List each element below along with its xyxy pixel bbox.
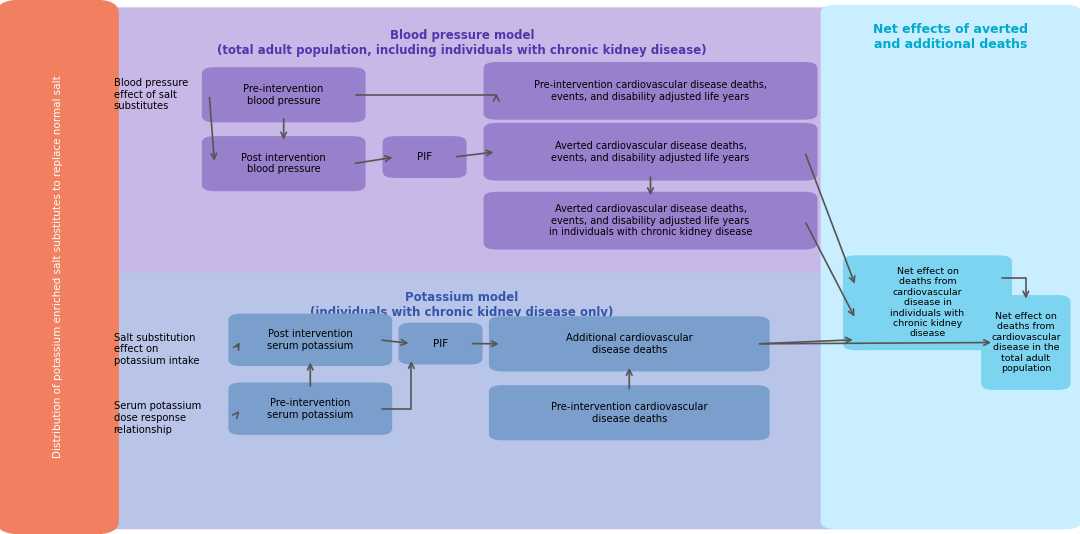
FancyBboxPatch shape bbox=[484, 192, 818, 249]
Text: Serum potassium
dose response
relationship: Serum potassium dose response relationsh… bbox=[113, 402, 201, 435]
FancyBboxPatch shape bbox=[484, 123, 818, 180]
Text: Pre-intervention cardiovascular
disease deaths: Pre-intervention cardiovascular disease … bbox=[551, 402, 707, 423]
FancyBboxPatch shape bbox=[489, 385, 770, 440]
Text: Blood pressure model
(total adult population, including individuals with chronic: Blood pressure model (total adult popula… bbox=[217, 28, 706, 57]
Text: Net effects of averted
and additional deaths: Net effects of averted and additional de… bbox=[874, 23, 1028, 51]
FancyBboxPatch shape bbox=[0, 0, 119, 534]
FancyBboxPatch shape bbox=[202, 136, 365, 191]
FancyBboxPatch shape bbox=[843, 255, 1012, 350]
FancyBboxPatch shape bbox=[228, 382, 392, 435]
FancyBboxPatch shape bbox=[202, 67, 365, 122]
FancyBboxPatch shape bbox=[399, 323, 483, 365]
FancyBboxPatch shape bbox=[228, 313, 392, 366]
Text: Distribution of potassium enriched salt substitutes to replace normal salt: Distribution of potassium enriched salt … bbox=[53, 76, 63, 458]
FancyBboxPatch shape bbox=[77, 272, 847, 529]
FancyBboxPatch shape bbox=[382, 136, 467, 178]
Text: Pre-intervention
serum potassium: Pre-intervention serum potassium bbox=[267, 398, 353, 420]
FancyBboxPatch shape bbox=[484, 62, 818, 120]
Text: PIF: PIF bbox=[417, 152, 432, 162]
Text: Potassium model
(individuals with chronic kidney disease only): Potassium model (individuals with chroni… bbox=[310, 291, 613, 319]
Text: Additional cardiovascular
disease deaths: Additional cardiovascular disease deaths bbox=[566, 333, 692, 355]
FancyBboxPatch shape bbox=[982, 295, 1070, 390]
Text: Post intervention
serum potassium: Post intervention serum potassium bbox=[267, 329, 353, 351]
Text: Net effect on
deaths from
cardiovascular
disease in the
total adult
population: Net effect on deaths from cardiovascular… bbox=[991, 312, 1061, 373]
FancyBboxPatch shape bbox=[489, 316, 770, 371]
Text: PIF: PIF bbox=[433, 339, 448, 349]
Text: Averted cardiovascular disease deaths,
events, and disability adjusted life year: Averted cardiovascular disease deaths, e… bbox=[549, 204, 752, 237]
Text: Pre-intervention
blood pressure: Pre-intervention blood pressure bbox=[243, 84, 324, 106]
Text: Salt substitution
effect on
potassium intake: Salt substitution effect on potassium in… bbox=[113, 333, 199, 366]
Text: Averted cardiovascular disease deaths,
events, and disability adjusted life year: Averted cardiovascular disease deaths, e… bbox=[552, 141, 750, 162]
Text: Net effect on
deaths from
cardiovascular
disease in
individuals with
chronic kid: Net effect on deaths from cardiovascular… bbox=[890, 267, 964, 339]
FancyBboxPatch shape bbox=[821, 5, 1080, 529]
Text: Pre-intervention cardiovascular disease deaths,
events, and disability adjusted : Pre-intervention cardiovascular disease … bbox=[534, 80, 767, 101]
FancyBboxPatch shape bbox=[77, 7, 847, 275]
Text: Blood pressure
effect of salt
substitutes: Blood pressure effect of salt substitute… bbox=[113, 78, 188, 112]
Text: Post intervention
blood pressure: Post intervention blood pressure bbox=[241, 153, 326, 175]
